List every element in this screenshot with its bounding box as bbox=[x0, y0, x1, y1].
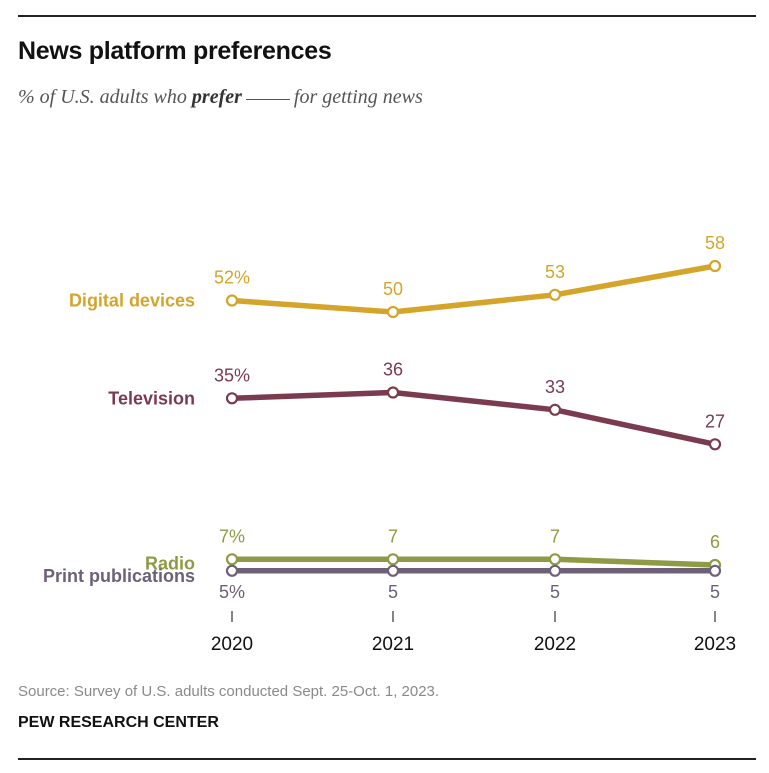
x-tick-label: 2023 bbox=[694, 634, 736, 655]
line-chart: 52% 50 53 58 Digital devices 35% 36 33 27 Televis… bbox=[43, 233, 736, 655]
chart-subtitle: % of U.S. adults who prefer for getting n… bbox=[18, 86, 423, 109]
data-label: 58 bbox=[705, 233, 725, 253]
data-label: 5% bbox=[219, 582, 245, 602]
x-tick-label: 2022 bbox=[534, 634, 576, 655]
data-point bbox=[708, 438, 722, 451]
data-label: 6 bbox=[710, 532, 720, 552]
series-print-publications: 5% 5 5 5 Print publications bbox=[43, 564, 722, 602]
bottom-rule bbox=[18, 758, 756, 760]
x-tick-label: 2020 bbox=[211, 634, 253, 655]
data-label: 5 bbox=[550, 582, 560, 602]
data-label: 27 bbox=[705, 411, 725, 431]
subtitle-blank bbox=[245, 99, 290, 100]
data-label: 52% bbox=[214, 268, 250, 288]
data-point bbox=[225, 294, 239, 307]
series-digital-devices: 52% 50 53 58 Digital devices bbox=[69, 233, 725, 319]
chart-title: News platform preferences bbox=[18, 37, 332, 65]
data-label: 35% bbox=[214, 365, 250, 385]
series-radio: 7% 7 7 6 Radio bbox=[145, 526, 722, 573]
subtitle-pre: % of U.S. adults who bbox=[18, 86, 187, 108]
data-label: 5 bbox=[388, 582, 398, 602]
series-line-digital-devices bbox=[229, 263, 718, 315]
data-point bbox=[225, 564, 239, 577]
series-name-label: Digital devices bbox=[69, 291, 195, 311]
data-point bbox=[548, 403, 562, 416]
series-name-label: Radio bbox=[145, 553, 195, 573]
series-television: 35% 36 33 27 Television bbox=[108, 360, 725, 451]
series-line-radio bbox=[229, 556, 718, 568]
data-label: 5 bbox=[710, 582, 720, 602]
data-point bbox=[548, 288, 562, 301]
source-note: Source: Survey of U.S. adults conducted … bbox=[18, 683, 440, 700]
data-label: 7 bbox=[550, 526, 560, 546]
data-label: 50 bbox=[383, 279, 403, 299]
data-point bbox=[386, 386, 400, 399]
data-label: 7 bbox=[388, 526, 398, 546]
data-point bbox=[225, 553, 239, 566]
subtitle-emphasis: prefer bbox=[191, 86, 242, 108]
data-point bbox=[386, 305, 400, 319]
organization-name: PEW RESEARCH CENTER bbox=[18, 714, 219, 731]
x-axis: 2020 2021 2022 2023 bbox=[211, 611, 736, 655]
data-point bbox=[548, 564, 562, 577]
data-label: 36 bbox=[383, 360, 403, 380]
data-point bbox=[708, 564, 722, 577]
data-label: 7% bbox=[219, 526, 245, 546]
data-point bbox=[386, 553, 400, 566]
series-name-label: Print publications bbox=[43, 566, 195, 586]
data-label: 33 bbox=[545, 377, 565, 397]
series-name-label: Television bbox=[108, 388, 195, 408]
top-rule bbox=[18, 15, 756, 17]
data-label: 53 bbox=[545, 262, 565, 282]
subtitle-post: for getting news bbox=[293, 86, 423, 108]
data-point bbox=[548, 553, 562, 566]
x-tick-label: 2021 bbox=[372, 634, 414, 655]
data-point bbox=[225, 392, 239, 405]
data-point bbox=[708, 259, 722, 273]
series-line-television bbox=[229, 389, 718, 448]
data-point bbox=[386, 564, 400, 577]
series-layer: 52% 50 53 58 Digital devices 35% 36 33 27 Televis… bbox=[43, 233, 725, 602]
